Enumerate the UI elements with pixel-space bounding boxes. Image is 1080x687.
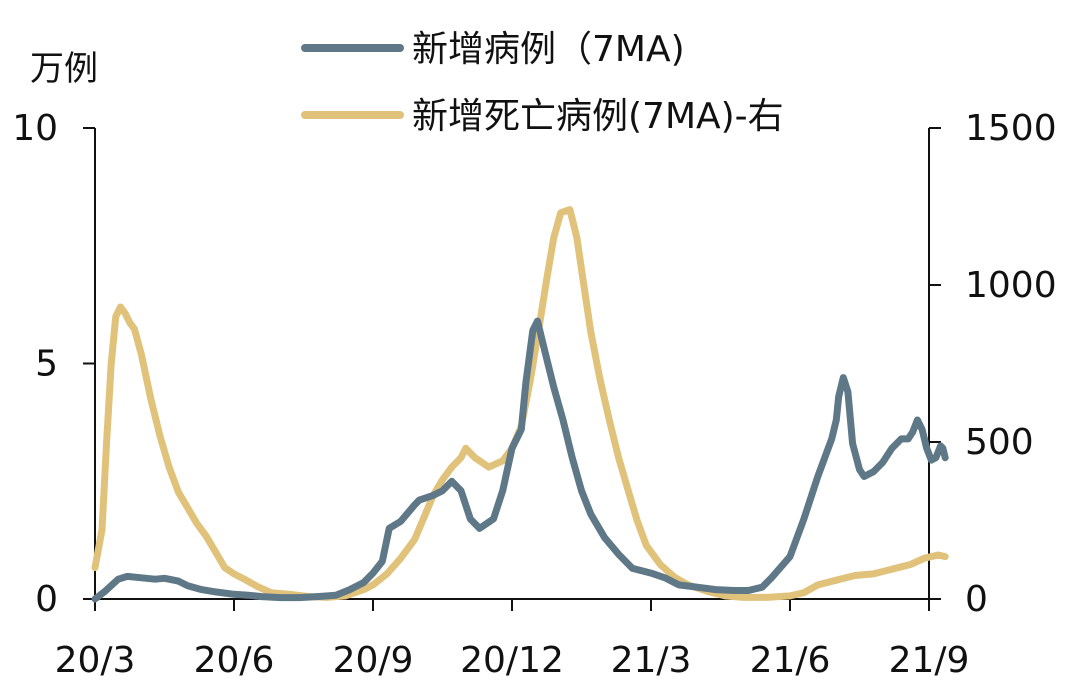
legend-item-new-deaths: 新增死亡病例(7MA)-右	[301, 96, 784, 137]
legend: 新增病例（7MA) 新增死亡病例(7MA)-右	[301, 29, 784, 137]
x-tick-label: 20/9	[333, 640, 414, 681]
x-tick-label: 21/3	[611, 640, 692, 681]
series-line-new-cases	[91, 317, 949, 603]
series-line-new-deaths	[91, 206, 949, 601]
x-tick-label: 20/6	[194, 640, 275, 681]
series-layer	[91, 206, 949, 603]
right-y-tick-label: 0	[965, 579, 988, 620]
left-y-tick-label: 10	[12, 108, 58, 149]
legend-label: 新增病例（7MA)	[412, 29, 685, 70]
legend-item-new-cases: 新增病例（7MA)	[301, 29, 685, 70]
x-tick-label: 21/9	[889, 640, 970, 681]
right-y-tick-label: 500	[965, 422, 1034, 463]
ticks: 0 5 10 0 500 1000 1500 20/3 20/6 20/9 20/12 21/3 21/…	[12, 108, 1056, 681]
right-y-tick-label: 1000	[965, 265, 1057, 306]
x-tick-label: 21/6	[750, 640, 831, 681]
left-y-tick-label: 5	[35, 344, 58, 385]
x-tick-label: 20/12	[460, 640, 564, 681]
left-y-tick-label: 0	[35, 579, 58, 620]
x-tick-label: 20/3	[55, 640, 136, 681]
left-axis-unit: 万例	[30, 49, 98, 89]
legend-label: 新增死亡病例(7MA)-右	[412, 96, 784, 137]
right-y-tick-label: 1500	[965, 108, 1057, 149]
